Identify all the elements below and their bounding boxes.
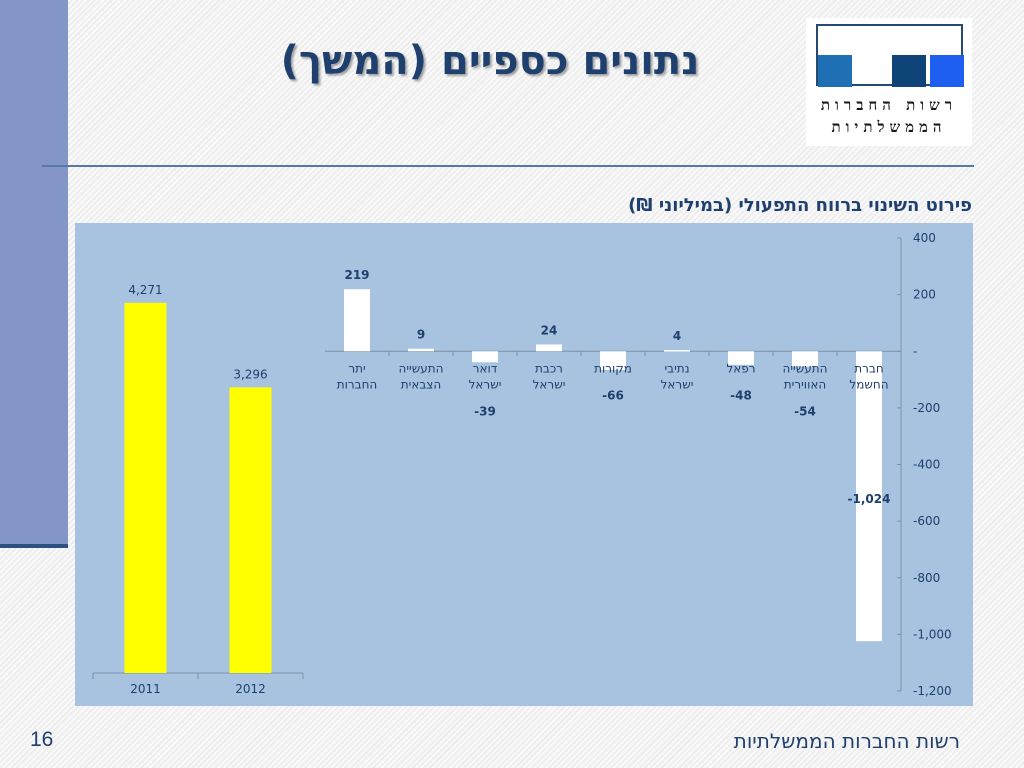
breakdown-bar: [344, 289, 370, 352]
breakdown-bar: [728, 351, 754, 365]
breakdown-bar: [472, 351, 498, 363]
logo-square-1: [818, 55, 852, 87]
breakdown-bar: [600, 351, 626, 370]
breakdown-y-tick-label: -: [913, 344, 917, 358]
breakdown-category-label-line: החשמל: [849, 377, 888, 391]
breakdown-bar-value-label: 4: [673, 329, 681, 343]
page-number: 16: [30, 728, 54, 751]
chart-subtitle: פירוט השינוי ברווח התפעולי (במיליוני ₪): [628, 195, 972, 216]
logo-square-2: [892, 55, 926, 87]
breakdown-bar-value-label: -66: [602, 388, 624, 402]
breakdown-bar: [856, 351, 882, 642]
breakdown-category-label-line: מקורות: [594, 361, 632, 375]
footer-org-name: רשות החברות הממשלתיות: [733, 729, 960, 753]
breakdown-bar: [664, 350, 690, 352]
title-divider: [42, 165, 974, 167]
breakdown-bar-value-label: -48: [730, 388, 752, 402]
breakdown-category-label-line: הצבאית: [401, 377, 442, 391]
breakdown-category-label: רכבת ישראל: [533, 361, 566, 391]
yearly-chart: 4,271 2011 3,296 2012: [92, 283, 304, 696]
breakdown-category-label-line: רפאל: [726, 361, 755, 375]
breakdown-bar-value-label: 24: [541, 323, 558, 337]
breakdown-bar: [408, 348, 434, 352]
breakdown-category-label: רפאל: [726, 361, 755, 375]
breakdown-category-label-line: ישראל: [533, 377, 566, 391]
yearly-bar-value-label: 4,271: [128, 283, 162, 297]
breakdown-category-label-line: יתר: [348, 361, 365, 375]
yearly-category-label: 2012: [235, 682, 266, 696]
breakdown-category-label: יתר החברות: [337, 361, 378, 391]
breakdown-bar: [792, 351, 818, 367]
breakdown-category-label-line: התעשייה: [783, 361, 828, 375]
breakdown-category-label: מקורות: [594, 361, 632, 375]
breakdown-y-tick-label: -600: [913, 514, 940, 528]
breakdown-bar-value-label: 9: [417, 328, 425, 342]
yearly-bar: [229, 387, 272, 673]
logo-text-line2: הממשלתיות: [831, 118, 947, 136]
page-title: נתונים כספיים (המשך): [280, 38, 700, 84]
breakdown-y-tick-label: -1,200: [913, 684, 952, 698]
breakdown-y-tick-label: 400: [913, 231, 936, 245]
left-accent-bar: [0, 0, 68, 548]
yearly-category-label: 2011: [130, 682, 161, 696]
yearly-bar-value-label: 3,296: [233, 367, 267, 381]
authority-logo: רשות החברות הממשלתיות: [806, 18, 972, 146]
breakdown-category-label-line: רכבת: [535, 361, 563, 375]
breakdown-y-tick-label: -800: [913, 571, 940, 585]
logo-text-line1: רשות החברות: [820, 96, 958, 114]
breakdown-category-label: דואר ישראל: [469, 361, 502, 391]
breakdown-category-label: נתיבי ישראל: [661, 361, 694, 391]
breakdown-bar-value-label: 219: [344, 268, 369, 282]
yearly-bar: [124, 302, 167, 673]
breakdown-bar: [536, 344, 562, 352]
breakdown-category-label-line: התעשייה: [399, 361, 444, 375]
breakdown-bar-value-label: -1,024: [848, 492, 891, 506]
breakdown-bar-value-label: -39: [474, 404, 496, 418]
breakdown-category-label-line: דואר: [473, 361, 498, 375]
breakdown-y-tick-label: -400: [913, 458, 940, 472]
breakdown-y-tick-label: -200: [913, 401, 940, 415]
breakdown-category-label: חברת החשמל: [849, 361, 888, 391]
breakdown-category-label-line: ישראל: [661, 377, 694, 391]
breakdown-category-label: התעשייה הצבאית: [399, 361, 444, 391]
breakdown-chart: 400 200 - -200 -400 -600 -800 -1,000 -1,200 יתר הח…: [325, 231, 952, 698]
charts-svg: 4,271 2011 3,296 2012 400 200 - -200 -400 -600 -80…: [92, 231, 952, 698]
breakdown-y-tick-label: -1,000: [913, 627, 952, 641]
breakdown-category-label-line: החברות: [337, 377, 378, 391]
breakdown-category-label-line: נתיבי: [665, 361, 690, 375]
breakdown-category-label-line: ישראל: [469, 377, 502, 391]
chart-panel: 4,271 2011 3,296 2012 400 200 - -200 -400 -600 -80…: [75, 223, 973, 706]
logo-square-3: [930, 55, 964, 87]
breakdown-category-label: התעשייה האווירית: [783, 361, 828, 391]
breakdown-category-label-line: האווירית: [784, 377, 826, 391]
breakdown-category-label-line: חברת: [854, 361, 883, 375]
breakdown-bar-value-label: -54: [794, 404, 816, 418]
breakdown-y-tick-label: 200: [913, 288, 936, 302]
left-accent-bar-underline: [0, 544, 68, 548]
